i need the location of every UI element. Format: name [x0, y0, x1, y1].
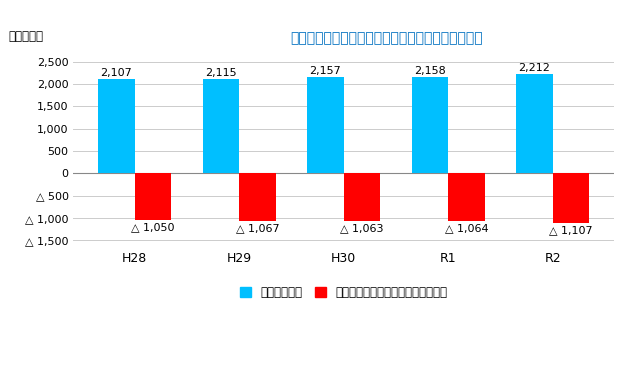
Text: △ 1,063: △ 1,063: [340, 223, 384, 233]
Text: 2,212: 2,212: [518, 63, 550, 73]
Title: 下水道使用料と基準外繰入金を除いた当年度純利益: 下水道使用料と基準外繰入金を除いた当年度純利益: [291, 31, 483, 45]
Text: △ 1,107: △ 1,107: [549, 225, 593, 235]
Text: （百万円）: （百万円）: [9, 30, 43, 42]
Text: △ 1,064: △ 1,064: [445, 223, 488, 233]
Bar: [412, 77, 448, 173]
Legend: 下水道使用料, 基準外繰入金を除いた当年度純利益: 下水道使用料, 基準外繰入金を除いた当年度純利益: [235, 281, 453, 304]
Bar: [553, 173, 589, 223]
Text: △ 1,067: △ 1,067: [236, 223, 279, 233]
Bar: [307, 77, 343, 173]
Bar: [343, 173, 381, 221]
Text: 2,115: 2,115: [205, 68, 237, 77]
Text: △ 1,050: △ 1,050: [131, 223, 175, 232]
Bar: [98, 79, 135, 173]
Text: 2,107: 2,107: [101, 68, 132, 78]
Bar: [203, 79, 239, 173]
Bar: [135, 173, 171, 220]
Bar: [448, 173, 485, 221]
Bar: [239, 173, 276, 221]
Text: 2,157: 2,157: [309, 66, 342, 76]
Bar: [516, 75, 553, 173]
Text: 2,158: 2,158: [414, 66, 446, 76]
